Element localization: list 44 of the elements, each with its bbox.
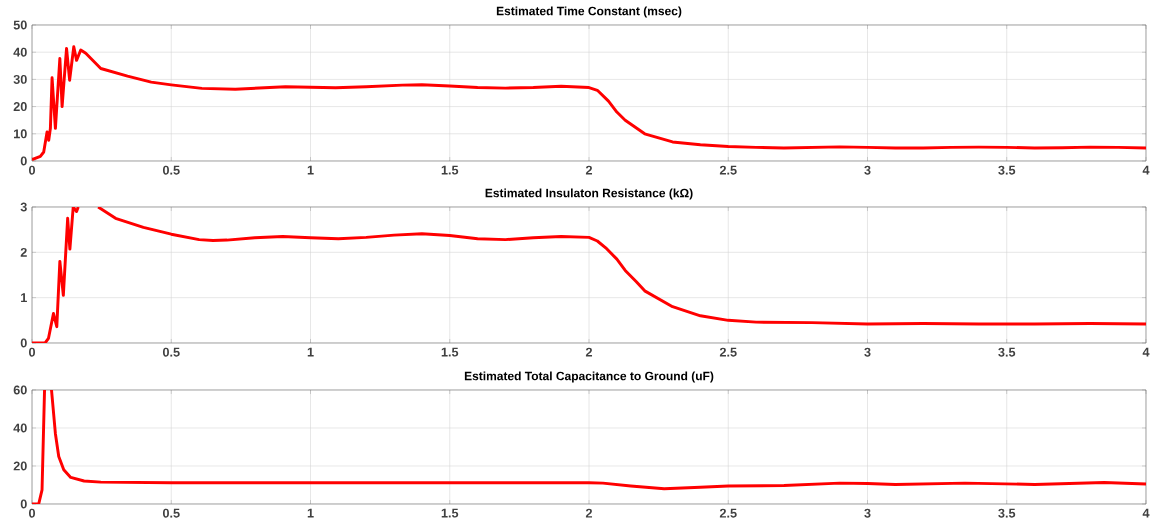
y-tick-label: 1 [21,293,27,303]
y-tick-label: 2 [20,247,27,257]
y-tick-label: 10 [14,129,27,139]
y-tick-label: 20 [13,461,27,471]
x-tick-label: 1.5 [441,508,459,518]
x-tick-label: 3 [864,508,871,518]
y-tick-label: 3 [20,202,27,212]
x-tick-label: 4 [1142,165,1150,175]
x-tick-label: 2.5 [719,508,737,518]
x-tick-label: 1.5 [441,165,459,175]
x-tick-label: 1 [307,508,314,518]
x-tick-label: 1 [307,347,314,357]
y-tick-label: 0 [20,156,27,166]
x-tick-label: 3 [864,347,871,357]
y-tick-label: 20 [13,102,27,112]
y-tick-label: 50 [13,20,27,30]
x-tick-label: 2 [585,347,593,357]
chart-title: Estimated Total Capacitance to Ground (uF) [464,371,714,383]
x-tick-label: 2 [585,508,593,518]
x-tick-label: 3.5 [998,165,1016,175]
y-tick-label: 0 [20,499,27,509]
x-tick-label: 0 [28,508,36,518]
x-tick-label: 0.5 [162,508,180,518]
x-tick-label: 3.5 [998,508,1016,518]
x-tick-label: 0 [28,347,36,357]
x-tick-label: 4 [1142,508,1150,518]
x-tick-label: 1 [307,165,314,175]
x-tick-label: 2.5 [719,165,737,175]
chart-title: Estimated Insulaton Resistance (kΩ) [485,188,693,200]
x-tick-label: 4 [1142,347,1150,357]
y-tick-label: 60 [13,385,27,395]
y-tick-label: 40 [13,423,27,433]
y-tick-label: 30 [13,74,27,84]
x-tick-label: 0.5 [162,347,180,357]
x-tick-label: 2.5 [719,347,737,357]
x-tick-label: 0.5 [162,165,180,175]
y-tick-label: 40 [13,47,27,57]
x-tick-label: 3.5 [998,347,1016,357]
x-tick-label: 1.5 [441,347,459,357]
x-tick-label: 0 [28,165,36,175]
chart-title: Estimated Time Constant (msec) [496,6,682,18]
x-tick-label: 2 [585,165,593,175]
y-tick-label: 0 [20,338,27,348]
x-tick-label: 3 [864,165,871,175]
